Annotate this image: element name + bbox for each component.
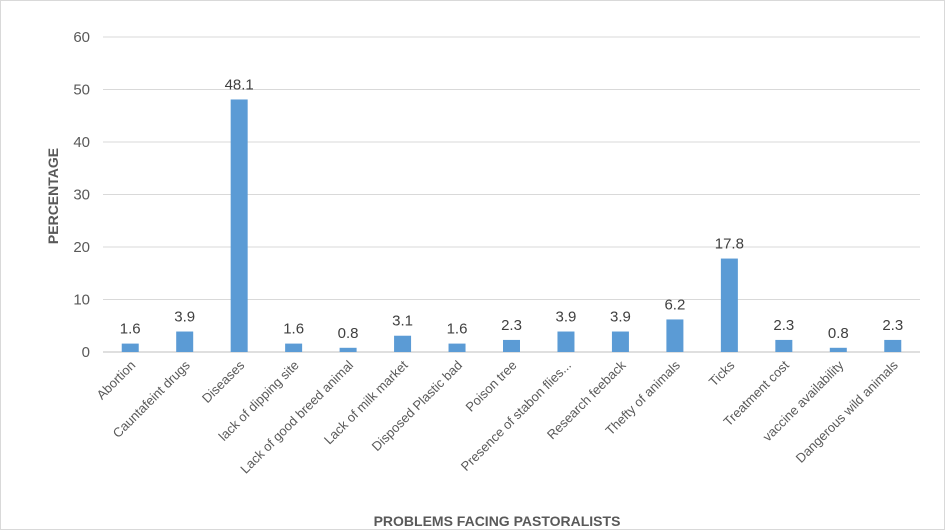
bar [285,343,303,352]
data-label: 0.8 [338,325,359,342]
bar [230,99,248,352]
x-category-label: Abortion [94,358,139,403]
bar [503,339,520,352]
y-tick-label: 50 [73,82,90,99]
data-label: 2.3 [882,317,903,334]
x-category-label: Dangerous wild animals [793,357,902,466]
x-category-label: Presence of stabon flies... [458,358,574,474]
bar [121,343,139,352]
y-tick-label: 20 [73,239,90,256]
y-axis-title: PERCENTAGE [45,148,61,244]
y-tick-label: 0 [82,344,90,361]
x-category-label: Lack of good breed animal [237,357,356,476]
data-label: 6.2 [664,296,685,313]
data-label: 3.9 [174,309,195,326]
data-label: 3.9 [556,309,577,326]
bar [394,335,412,352]
data-label: 17.8 [715,236,744,253]
bar [339,347,357,352]
data-label: 1.6 [447,321,468,338]
bar [775,339,793,352]
y-tick-label: 30 [73,187,90,204]
bar [176,331,194,352]
bar [884,339,902,352]
data-label: 2.3 [501,317,522,334]
data-labels: 1.6 3.9 48.1 1.6 0.8 3.1 1.6 2.3 3.9 3.9 6.2 17.8 2.… [120,76,903,341]
data-label: 2.3 [773,317,794,334]
y-axis-ticks: 0 10 20 30 40 50 60 [73,29,90,361]
bar [720,258,738,352]
data-label: 48.1 [225,76,254,93]
x-category-label: Poison tree [463,358,520,415]
bar [666,319,684,352]
data-label: 3.1 [392,313,413,330]
x-category-label: Diseases [199,357,248,406]
data-label: 1.6 [283,321,304,338]
data-label: 0.8 [828,325,849,342]
bars [121,99,902,352]
bar [611,331,629,352]
bar [829,347,847,352]
y-tick-label: 10 [73,292,90,309]
x-category-label: Ticks [706,357,738,389]
bar [557,331,575,352]
y-tick-label: 40 [73,134,90,151]
bar [448,343,466,352]
y-tick-label: 60 [73,29,90,46]
data-label: 1.6 [120,321,141,338]
x-category-label: Disposed Plastic bad [369,358,465,454]
data-label: 3.9 [610,309,631,326]
x-axis-title: PROBLEMS FACING PASTORALISTS [374,513,621,529]
